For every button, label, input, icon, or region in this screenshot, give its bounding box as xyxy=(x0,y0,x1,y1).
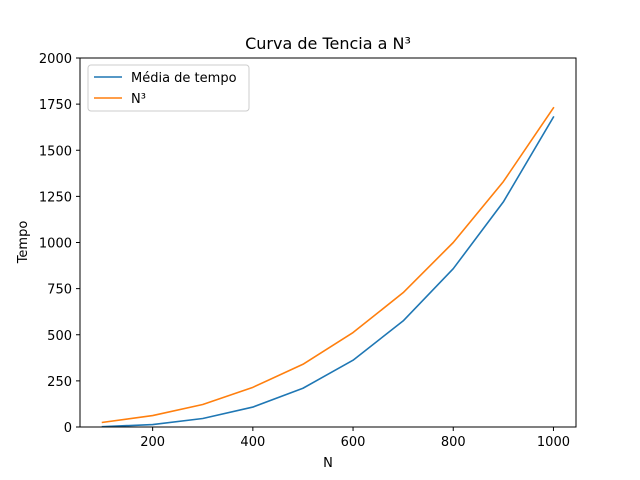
y-tick-label: 750 xyxy=(47,283,72,298)
series-line-0 xyxy=(101,115,555,428)
y-tick-label: 1250 xyxy=(39,190,72,205)
x-tick-label: 400 xyxy=(240,435,265,450)
y-tick-label: 2000 xyxy=(39,52,72,67)
x-axis-label: N xyxy=(323,456,333,471)
legend-box xyxy=(87,64,250,112)
series-line-1 xyxy=(101,106,555,424)
plot-frame xyxy=(79,57,577,428)
axes: 200 400 600 800 1000 0 250 500 750 1000 1250 1500 17… xyxy=(39,52,577,450)
legend-entry-1: N³ xyxy=(131,92,146,107)
y-tick-label: 1750 xyxy=(39,98,72,113)
chart-title: Curva de Tencia a N³ xyxy=(245,34,411,53)
y-tick-label: 1500 xyxy=(39,144,72,159)
legend: Média de tempo N³ xyxy=(87,64,250,112)
plot-area xyxy=(101,106,555,428)
x-tick-label: 800 xyxy=(441,435,466,450)
y-tick-label: 500 xyxy=(47,329,72,344)
legend-entry-0: Média de tempo xyxy=(131,71,237,86)
y-tick-label: 250 xyxy=(47,375,72,390)
x-tick-label: 200 xyxy=(140,435,165,450)
y-axis-label: Tempo xyxy=(16,221,31,265)
x-tick-label: 600 xyxy=(341,435,366,450)
x-tick-label: 1000 xyxy=(537,435,570,450)
y-tick-label: 1000 xyxy=(39,237,72,252)
y-tick-label: 0 xyxy=(64,421,72,436)
